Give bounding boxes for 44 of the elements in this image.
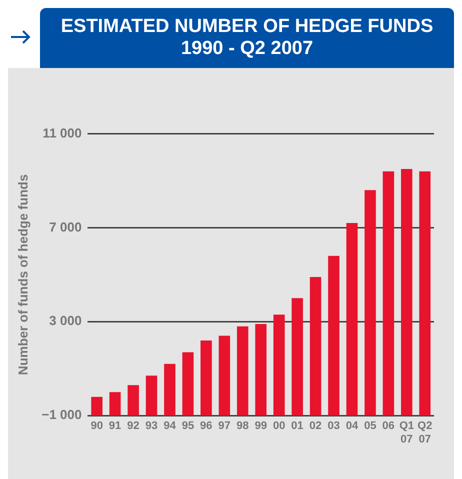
bar (146, 376, 158, 416)
x-tick-label: 00 (272, 420, 286, 432)
y-tick-label: −1 000 (42, 407, 82, 422)
bar (128, 385, 139, 416)
y-tick-label: 7 000 (49, 219, 82, 234)
bar (346, 223, 358, 416)
bar (382, 171, 394, 416)
x-tick-label: 90 (90, 420, 103, 432)
bar (310, 277, 322, 416)
y-tick-label: 3 000 (49, 313, 82, 328)
x-tick-label: 05 (364, 420, 376, 432)
bar (164, 364, 176, 416)
x-tick-label: 95 (182, 420, 194, 432)
x-tick-label: 04 (346, 420, 359, 432)
bar (109, 392, 121, 416)
x-tick-label: 98 (236, 420, 249, 432)
x-tick-label: 02 (309, 420, 322, 432)
bar (273, 314, 285, 416)
bar (328, 256, 340, 416)
x-tick-label: 96 (200, 420, 212, 432)
x-tick-label: Q2 07 (418, 420, 432, 446)
y-tick-label: 11 000 (42, 125, 82, 140)
x-tick-label: 94 (164, 420, 177, 432)
y-axis-title: Number of funds of hedge funds (15, 174, 30, 376)
x-tick-label: 06 (382, 420, 395, 432)
bar (364, 190, 376, 416)
x-tick-label: 03 (328, 420, 340, 432)
x-tick-label: Q1 07 (399, 420, 414, 446)
bar (91, 396, 102, 416)
x-tick-label: 97 (218, 420, 231, 432)
bar (292, 298, 303, 416)
x-tick-label: 91 (108, 420, 122, 432)
bar (218, 336, 230, 416)
x-tick-label: 93 (145, 420, 158, 432)
bar (200, 340, 212, 416)
chart-title: ESTIMATED NUMBER OF HEDGE FUNDS 1990 - Q2 2007 (40, 8, 454, 68)
x-tick-label: 92 (127, 420, 140, 432)
x-tick-label: 99 (254, 420, 267, 432)
bar (182, 352, 194, 416)
bar (255, 324, 267, 416)
bar (401, 169, 412, 416)
bar (419, 171, 431, 416)
bar (236, 326, 248, 416)
x-tick-label: 01 (291, 420, 304, 432)
